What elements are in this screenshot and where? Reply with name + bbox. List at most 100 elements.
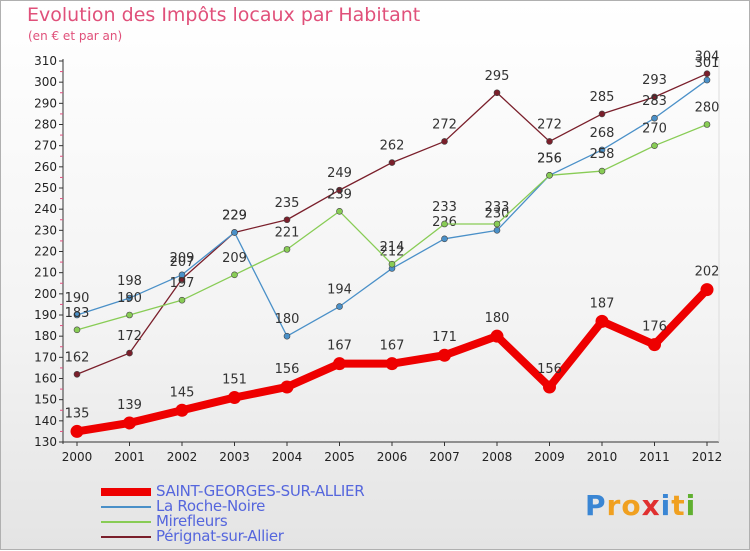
data-label-la-roche-noire: 190 xyxy=(65,291,90,306)
logo-letter: t xyxy=(671,489,686,522)
chart-title: Evolution des Impôts locaux par Habitant xyxy=(27,4,421,26)
data-label-saint-georges-sur-allier: 145 xyxy=(170,385,195,400)
data-label-p-rignat-sur-allier: 293 xyxy=(642,73,667,88)
data-point-saint-georges-sur-allier xyxy=(280,380,294,394)
data-label-la-roche-noire: 194 xyxy=(327,283,352,298)
x-tick-label: 2007 xyxy=(429,450,460,464)
data-point-saint-georges-sur-allier xyxy=(543,380,556,394)
data-label-p-rignat-sur-allier: 272 xyxy=(537,117,562,132)
data-label-la-roche-noire: 212 xyxy=(380,244,405,259)
data-point-la-roche-noire xyxy=(126,294,133,302)
data-label-mirefleurs: 221 xyxy=(275,225,300,240)
data-label-saint-georges-sur-allier: 202 xyxy=(695,265,720,280)
data-label-p-rignat-sur-allier: 207 xyxy=(170,255,195,270)
y-tick-label: 140 xyxy=(34,414,57,428)
x-tick-label: 2001 xyxy=(114,450,145,464)
x-tick-label: 2008 xyxy=(482,450,513,464)
data-label-saint-georges-sur-allier: 156 xyxy=(275,362,300,377)
x-tick-label: 2004 xyxy=(272,450,303,464)
data-label-p-rignat-sur-allier: 249 xyxy=(327,166,352,181)
proxiti-logo: Proxiti xyxy=(585,489,696,522)
x-tick-label: 2006 xyxy=(377,450,408,464)
data-point-saint-georges-sur-allier xyxy=(438,348,451,362)
data-point-mirefleurs xyxy=(283,246,291,253)
y-tick-label: 260 xyxy=(34,160,57,174)
data-point-mirefleurs xyxy=(651,142,658,149)
data-point-la-roche-noire xyxy=(178,271,186,279)
legend-label-la-roche-noire: La Roche-Noire xyxy=(156,497,266,515)
y-tick-label: 210 xyxy=(34,266,57,280)
y-tick-label: 240 xyxy=(34,202,57,216)
legend-swatch-la-roche-noire xyxy=(101,506,151,508)
y-tick-label: 130 xyxy=(34,435,57,449)
data-label-mirefleurs: 239 xyxy=(327,187,352,202)
y-tick-label: 310 xyxy=(34,54,57,68)
data-point-p-rignat-sur-allier xyxy=(283,216,291,224)
data-label-mirefleurs: 233 xyxy=(485,200,510,215)
data-label-saint-georges-sur-allier: 135 xyxy=(65,406,90,421)
data-label-la-roche-noire: 229 xyxy=(222,208,247,223)
y-tick-label: 290 xyxy=(34,96,57,110)
data-point-la-roche-noire xyxy=(73,311,81,319)
logo-letter: x xyxy=(641,489,661,522)
data-point-mirefleurs xyxy=(493,220,501,228)
data-point-mirefleurs xyxy=(546,172,553,179)
data-point-p-rignat-sur-allier xyxy=(388,159,396,166)
data-point-mirefleurs xyxy=(441,220,448,228)
data-point-la-roche-noire xyxy=(651,114,658,122)
data-label-mirefleurs: 258 xyxy=(590,147,615,162)
y-tick-label: 190 xyxy=(34,308,57,322)
data-point-mirefleurs xyxy=(126,311,133,319)
data-point-saint-georges-sur-allier xyxy=(595,314,609,328)
data-label-p-rignat-sur-allier: 295 xyxy=(485,69,510,84)
x-tick-label: 2011 xyxy=(639,450,670,464)
data-point-la-roche-noire xyxy=(283,332,291,340)
data-point-saint-georges-sur-allier xyxy=(648,338,661,352)
x-tick-label: 2010 xyxy=(587,450,618,464)
y-tick-label: 300 xyxy=(34,75,57,89)
data-point-la-roche-noire xyxy=(493,227,501,234)
data-label-saint-georges-sur-allier: 180 xyxy=(485,311,510,326)
data-point-mirefleurs xyxy=(178,296,186,304)
data-label-la-roche-noire: 180 xyxy=(275,312,300,327)
data-point-la-roche-noire xyxy=(441,235,448,243)
data-label-saint-georges-sur-allier: 139 xyxy=(117,398,142,413)
x-tick-label: 2009 xyxy=(534,450,565,464)
data-point-saint-georges-sur-allier xyxy=(333,357,346,371)
data-point-p-rignat-sur-allier xyxy=(336,186,343,194)
data-point-mirefleurs xyxy=(388,260,396,268)
data-label-mirefleurs: 190 xyxy=(117,291,142,306)
data-label-saint-georges-sur-allier: 171 xyxy=(432,330,457,345)
data-point-p-rignat-sur-allier xyxy=(73,370,81,378)
data-label-saint-georges-sur-allier: 156 xyxy=(537,362,562,377)
logo-letter: r xyxy=(606,489,622,522)
data-point-p-rignat-sur-allier xyxy=(493,89,501,97)
data-label-p-rignat-sur-allier: 235 xyxy=(275,196,300,211)
data-point-p-rignat-sur-allier xyxy=(651,93,658,101)
data-label-p-rignat-sur-allier: 272 xyxy=(432,117,457,132)
data-label-p-rignat-sur-allier: 172 xyxy=(117,329,142,344)
data-label-p-rignat-sur-allier: 285 xyxy=(590,90,615,105)
y-tick-label: 170 xyxy=(34,350,57,364)
data-label-la-roche-noire: 268 xyxy=(590,126,615,141)
data-label-mirefleurs: 270 xyxy=(642,122,667,137)
data-label-la-roche-noire: 256 xyxy=(537,151,562,166)
y-tick-label: 150 xyxy=(34,393,57,407)
legend-swatch-perignat xyxy=(101,536,151,538)
data-point-saint-georges-sur-allier xyxy=(385,357,399,371)
legend-label-saint-georges: SAINT-GEORGES-SUR-ALLIER xyxy=(156,482,365,500)
data-point-p-rignat-sur-allier xyxy=(126,349,133,357)
data-label-saint-georges-sur-allier: 176 xyxy=(642,320,667,335)
data-label-p-rignat-sur-allier: 162 xyxy=(65,350,90,365)
data-point-saint-georges-sur-allier xyxy=(175,403,189,417)
data-label-mirefleurs: 209 xyxy=(222,251,247,266)
x-tick-label: 2002 xyxy=(167,450,198,464)
x-tick-label: 2003 xyxy=(219,450,250,464)
data-label-mirefleurs: 183 xyxy=(65,306,90,321)
y-tick-label: 160 xyxy=(34,372,57,386)
legend-label-perignat: Pérignat-sur-Allier xyxy=(156,527,284,545)
data-label-mirefleurs: 214 xyxy=(380,240,405,255)
y-tick-label: 280 xyxy=(34,118,57,132)
